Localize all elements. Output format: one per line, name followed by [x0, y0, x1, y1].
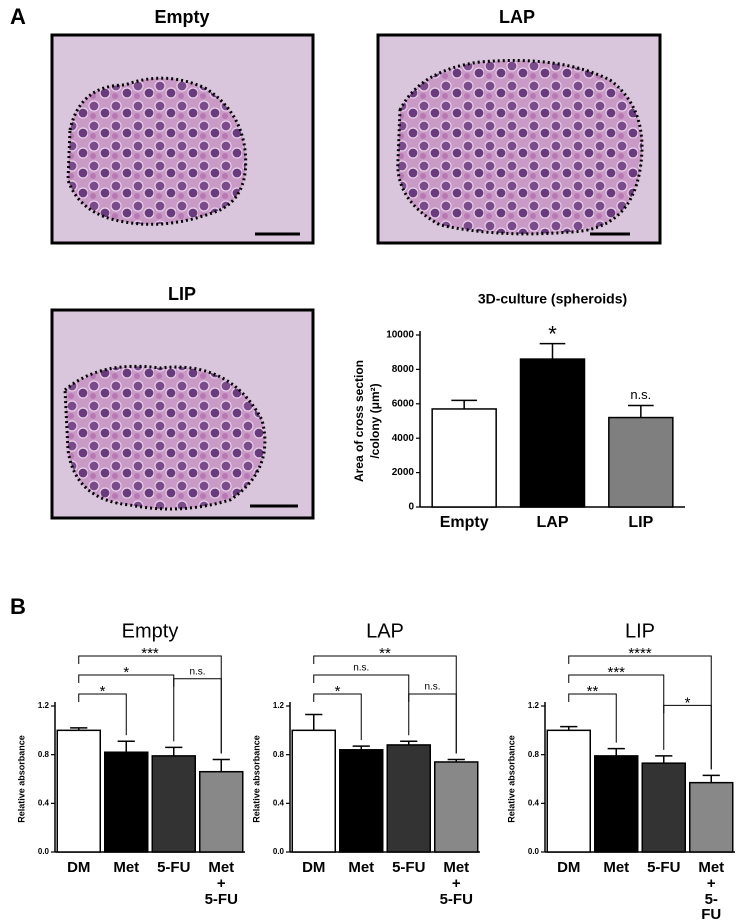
comparison-bracket [313, 674, 410, 736]
x-tick-label: Met [603, 859, 630, 876]
significance-label: * [685, 694, 691, 711]
y-tick-label: 1.2 [38, 701, 50, 710]
bar [386, 744, 431, 853]
chart-title: 3D-culture (spheroids) [478, 291, 627, 307]
bar [431, 408, 497, 508]
x-tick-label: DM [557, 859, 581, 876]
y-tick-label: 0.0 [38, 847, 50, 856]
y-tick-label: 10000 [386, 330, 414, 341]
micrograph [50, 308, 315, 520]
bar [608, 416, 674, 508]
comparison-bracket [173, 678, 222, 754]
x-tick-label: Met [113, 859, 140, 876]
chart-title: Empty [122, 620, 179, 642]
significance-label: ** [587, 683, 599, 700]
x-tick-label: Met + 5-FU [204, 859, 238, 908]
y-tick-label: 0.0 [528, 847, 540, 856]
y-tick-label: 0 [408, 502, 414, 513]
bar [56, 729, 101, 853]
significance-label: n.s. [189, 666, 205, 677]
y-tick-label: 2000 [392, 467, 415, 478]
image-title: LAP [499, 7, 535, 27]
image-title: LIP [168, 284, 196, 304]
x-tick-label: 5-FU [647, 859, 681, 876]
bar [291, 729, 336, 853]
micrograph [50, 33, 315, 245]
x-tick-label: 5-FU [157, 859, 191, 876]
chart-title: LIP [625, 620, 655, 642]
y-tick-label: 0.8 [38, 750, 50, 759]
comparison-bracket [663, 704, 712, 770]
bar [519, 358, 586, 508]
comparison-bracket [568, 693, 617, 743]
y-tick-label: 0.8 [528, 750, 540, 759]
y-tick-label: 1.2 [273, 701, 285, 710]
y-axis-label: Relative absorbance [16, 735, 26, 823]
x-tick-label: Empty [439, 514, 489, 531]
image-title: Empty [154, 7, 209, 27]
x-tick-label: Met [348, 859, 375, 876]
bar [199, 770, 244, 853]
significance-label: n.s. [353, 663, 369, 674]
chart-title: LAP [366, 620, 404, 642]
comparison-bracket [408, 693, 457, 754]
x-tick-label: DM [302, 859, 326, 876]
y-tick-label: 0.4 [38, 798, 50, 807]
y-tick-label: 0.4 [273, 798, 285, 807]
significance-label: *** [607, 664, 625, 681]
y-tick-label: 1.2 [528, 701, 540, 710]
bar [594, 755, 639, 853]
x-tick-label: 5-FU [392, 859, 426, 876]
bar [689, 781, 734, 853]
y-tick-label: 0.8 [273, 750, 285, 759]
y-tick-label: 6000 [392, 398, 415, 409]
x-tick-label: DM [67, 859, 91, 876]
x-tick-label: Met + 5-FU [698, 859, 725, 923]
y-tick-label: 8000 [392, 364, 415, 375]
bar [104, 751, 149, 853]
significance-label: * [100, 683, 106, 700]
x-tick-label: Met + 5-FU [439, 859, 473, 908]
significance-label: **** [628, 645, 652, 662]
bar [434, 761, 479, 853]
y-axis-label: /colony (μm²) [368, 383, 382, 458]
bar [641, 762, 686, 853]
x-tick-label: LAP [536, 514, 569, 531]
significance-label: n.s. [630, 387, 651, 402]
comparison-bracket [313, 693, 362, 741]
significance-label: * [123, 664, 129, 681]
y-axis-label: Relative absorbance [506, 735, 516, 823]
significance-label: * [548, 321, 557, 346]
micrograph [376, 33, 662, 245]
bar [546, 729, 591, 853]
bar [151, 755, 196, 853]
panel-label: B [10, 594, 26, 619]
y-tick-label: 0.4 [528, 798, 540, 807]
y-tick-label: 4000 [392, 433, 415, 444]
significance-label: * [335, 683, 341, 700]
panel-label: A [10, 4, 26, 29]
comparison-bracket [78, 693, 127, 736]
significance-label: ** [379, 645, 391, 662]
bar [339, 749, 384, 853]
significance-label: *** [141, 645, 159, 662]
comparison-bracket [78, 674, 175, 742]
x-tick-label: LIP [628, 514, 654, 531]
y-axis-label: Relative absorbance [251, 735, 261, 823]
y-tick-label: 0.0 [273, 847, 285, 856]
y-axis-label: Area of cross section [352, 360, 366, 482]
significance-label: n.s. [424, 682, 440, 693]
